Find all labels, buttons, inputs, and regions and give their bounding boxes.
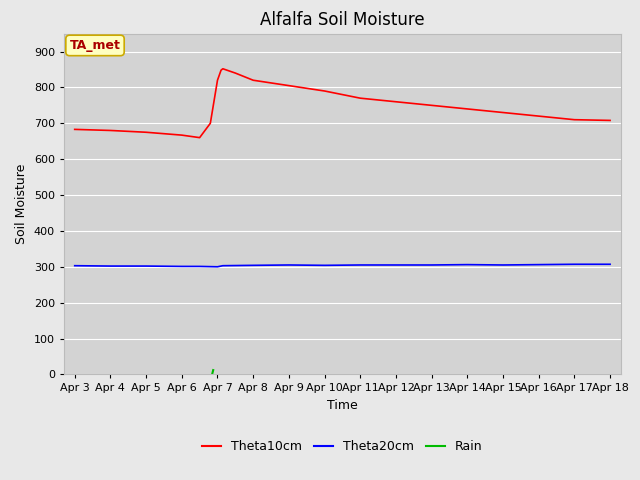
Line: Theta10cm: Theta10cm — [75, 69, 610, 138]
Theta20cm — [71, 263, 79, 269]
Theta20cm — [178, 264, 186, 269]
Theta10cm — [214, 77, 221, 83]
Y-axis label: Soil Moisture: Soil Moisture — [15, 164, 28, 244]
Theta10cm — [178, 132, 186, 138]
Theta10cm — [499, 109, 507, 115]
Theta10cm — [392, 99, 400, 105]
Theta10cm — [463, 106, 471, 112]
X-axis label: Time: Time — [327, 399, 358, 412]
Legend: Theta10cm, Theta20cm, Rain: Theta10cm, Theta20cm, Rain — [197, 435, 488, 458]
Theta20cm — [392, 262, 400, 268]
Theta20cm — [106, 263, 114, 269]
Theta20cm — [356, 262, 364, 268]
Theta10cm — [71, 127, 79, 132]
Theta20cm — [535, 262, 543, 267]
Theta20cm — [606, 262, 614, 267]
Theta10cm — [428, 102, 435, 108]
Theta10cm — [250, 77, 257, 83]
Theta20cm — [499, 262, 507, 268]
Theta20cm — [321, 263, 328, 268]
Theta10cm — [535, 113, 543, 119]
Line: Rain: Rain — [212, 370, 213, 374]
Theta20cm — [285, 262, 292, 268]
Theta20cm — [214, 264, 221, 270]
Theta10cm — [321, 88, 328, 94]
Text: TA_met: TA_met — [70, 39, 120, 52]
Theta20cm — [463, 262, 471, 267]
Theta10cm — [606, 118, 614, 123]
Title: Alfalfa Soil Moisture: Alfalfa Soil Moisture — [260, 11, 425, 29]
Theta10cm — [570, 117, 578, 122]
Line: Theta20cm: Theta20cm — [75, 264, 610, 267]
Theta10cm — [196, 135, 204, 141]
Theta10cm — [285, 83, 292, 88]
Theta20cm — [219, 263, 227, 269]
Theta10cm — [232, 70, 239, 76]
Theta20cm — [250, 263, 257, 268]
Theta10cm — [219, 66, 227, 72]
Theta20cm — [570, 262, 578, 267]
Theta20cm — [196, 264, 204, 269]
Theta20cm — [428, 262, 435, 268]
Rain — [208, 372, 216, 377]
Theta10cm — [106, 128, 114, 133]
Theta10cm — [142, 130, 150, 135]
Rain — [209, 367, 217, 373]
Theta10cm — [217, 67, 225, 73]
Theta10cm — [356, 96, 364, 101]
Theta10cm — [207, 120, 214, 126]
Theta20cm — [142, 263, 150, 269]
